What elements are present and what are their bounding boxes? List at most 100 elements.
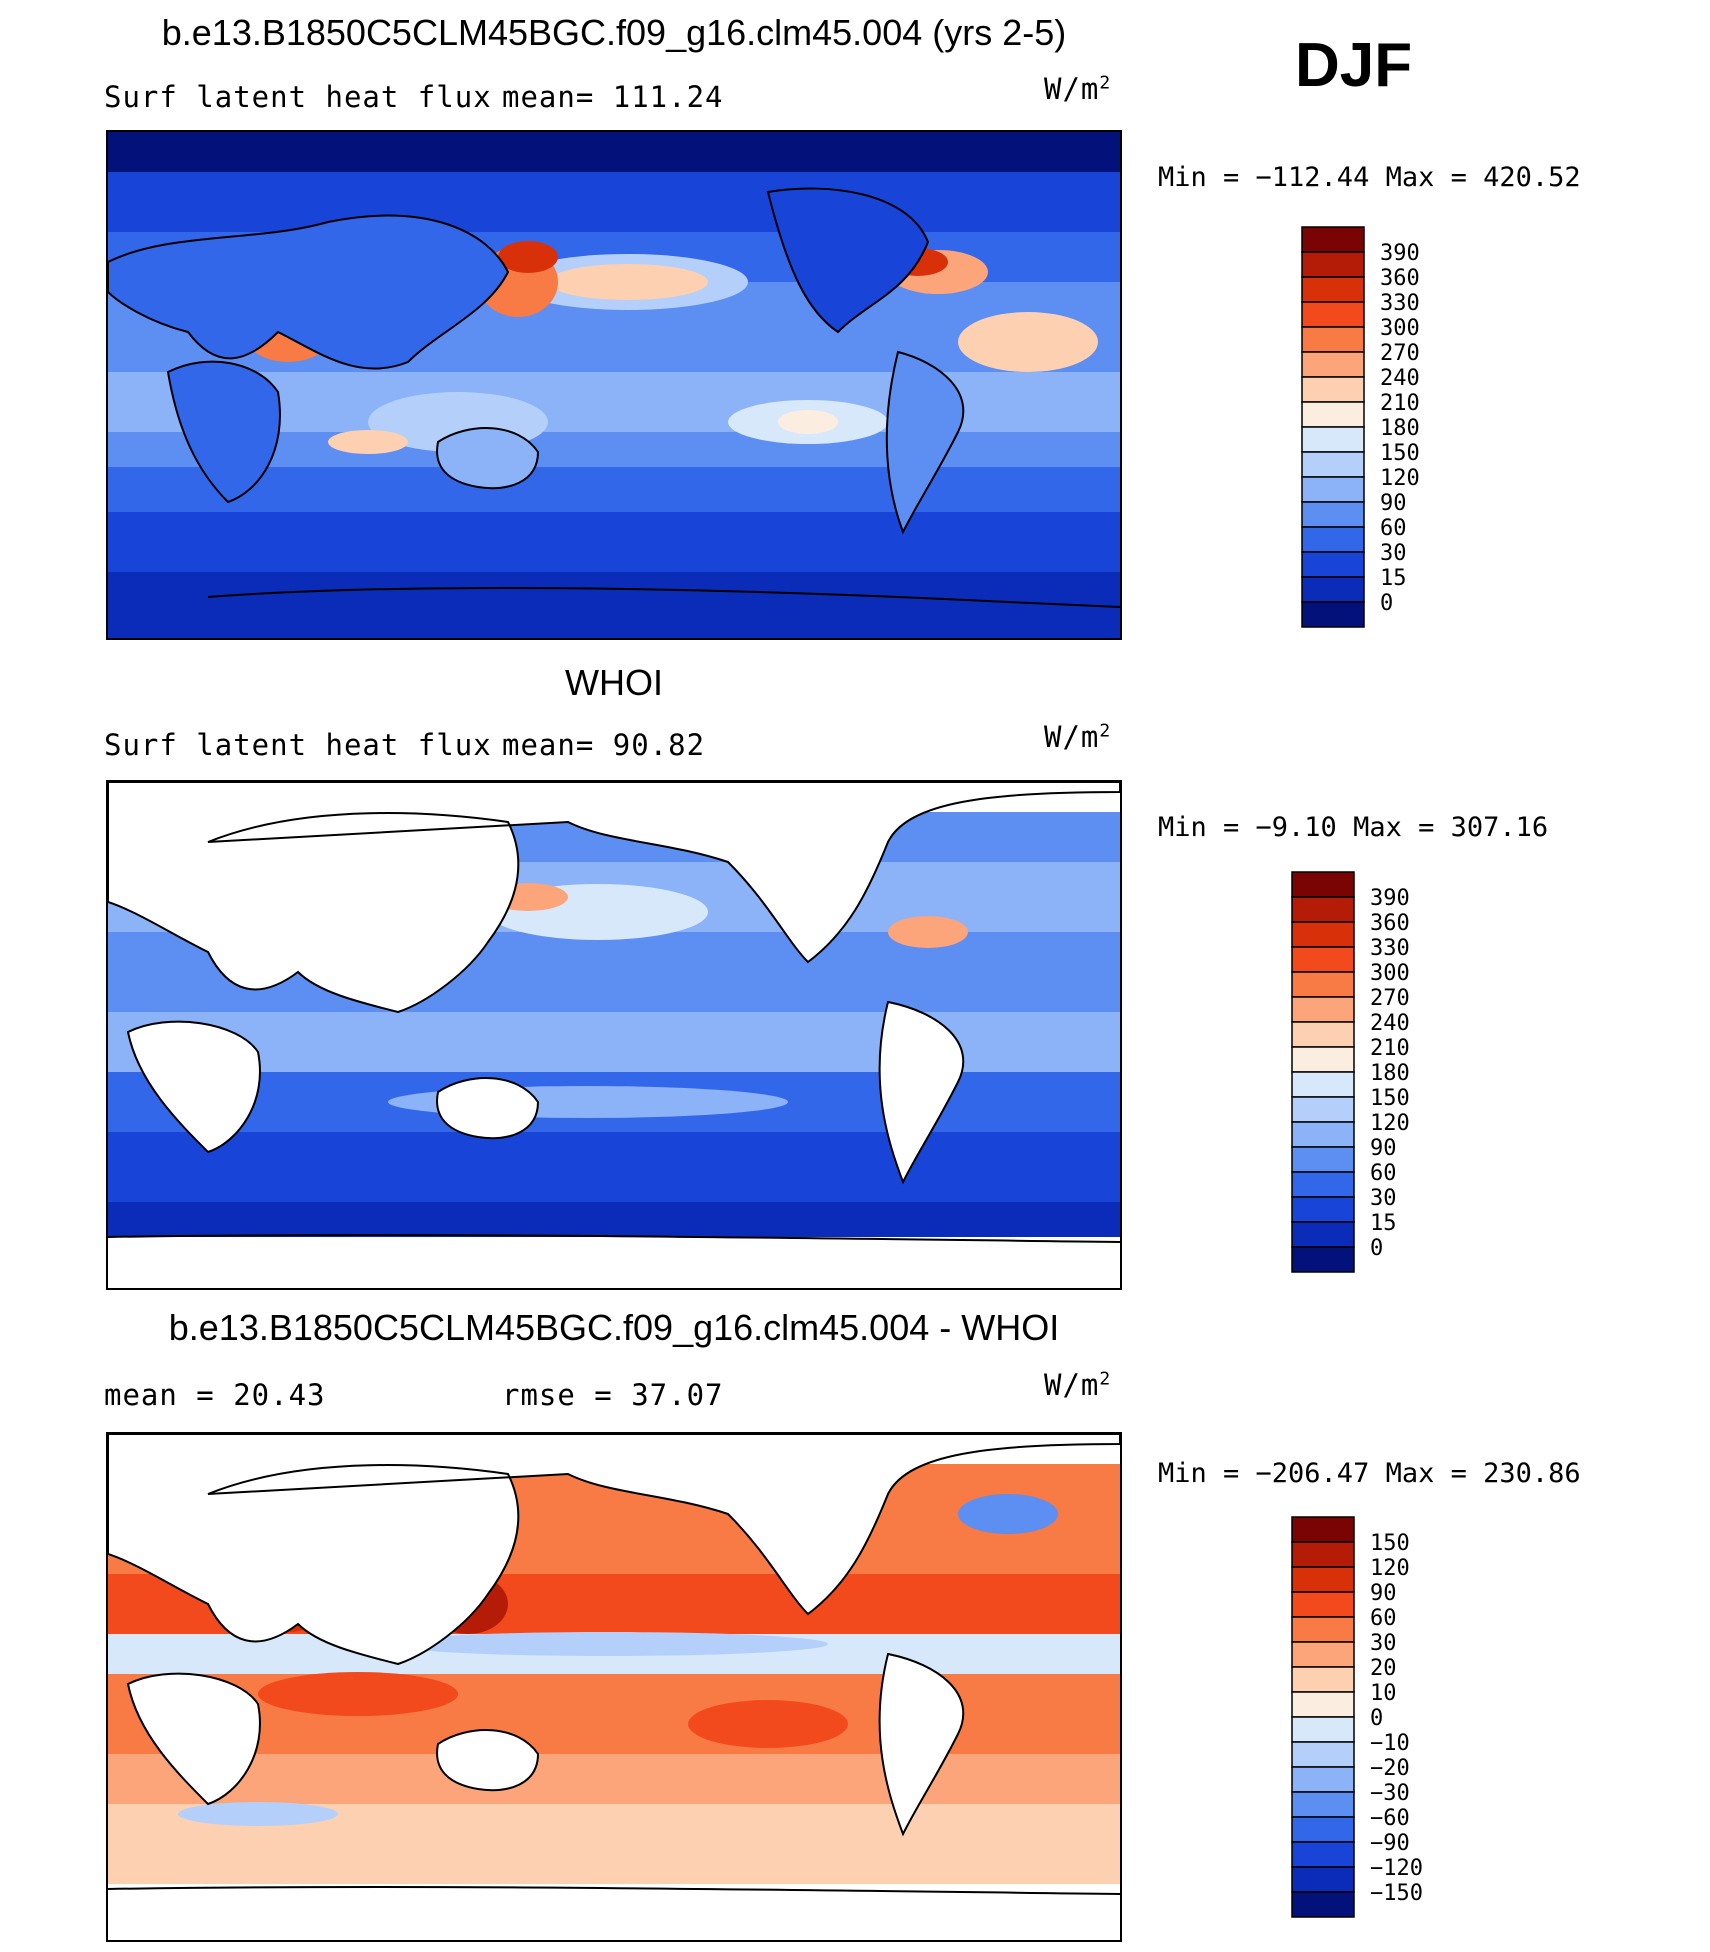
colorbar-tick-label: 180: [1380, 416, 1420, 441]
colorbar-swatch: [1301, 451, 1365, 478]
colorbar-swatch: [1291, 896, 1355, 923]
colorbar-swatch: [1301, 601, 1365, 628]
colorbar-tick-label: −60: [1370, 1806, 1410, 1831]
colorbar-swatch: [1301, 526, 1365, 553]
colorbar-tick-label: 20: [1370, 1656, 1397, 1681]
colorbar-tick-label: 210: [1370, 1036, 1410, 1061]
colorbar-swatch: [1291, 1146, 1355, 1173]
colorbar-swatch: [1291, 1816, 1355, 1843]
colorbar-tick-label: 120: [1380, 466, 1420, 491]
rmse-label-diff: rmse = 37.07: [502, 1378, 724, 1412]
colorbar-tick-label: 360: [1380, 266, 1420, 291]
colorbar-tick-label: 10: [1370, 1681, 1397, 1706]
colorbar-tick-label: 270: [1380, 341, 1420, 366]
colorbar-tick-label: 150: [1370, 1086, 1410, 1111]
colorbar-swatch: [1301, 251, 1365, 278]
colorbar-swatch: [1301, 326, 1365, 353]
colorbar-swatch: [1291, 1096, 1355, 1123]
colorbar-tick-label: 360: [1370, 911, 1410, 936]
colorbar-tick-label: −90: [1370, 1831, 1410, 1856]
colorbar-tick-label: 180: [1370, 1061, 1410, 1086]
colorbar-swatch: [1291, 1541, 1355, 1568]
colorbar-tick-label: −20: [1370, 1756, 1410, 1781]
colorbar-tick-label: 0: [1380, 591, 1393, 616]
colorbar-tick-label: 15: [1380, 566, 1407, 591]
colorbar-tick-label: 240: [1380, 366, 1420, 391]
colorbar-tick-label: −10: [1370, 1731, 1410, 1756]
colorbar-swatch: [1291, 1891, 1355, 1918]
colorbar-tick-label: 90: [1370, 1136, 1397, 1161]
colorbar-swatch: [1291, 1766, 1355, 1793]
colorbar-tick-label: 60: [1370, 1606, 1397, 1631]
colorbar-tick-label: 120: [1370, 1111, 1410, 1136]
minmax-model: Min = −112.44 Max = 420.52: [1158, 162, 1581, 193]
colorbar-swatch: [1301, 401, 1365, 428]
colorbar-swatch: [1291, 1866, 1355, 1893]
colorbar-swatch: [1291, 1021, 1355, 1048]
colorbar-swatch: [1301, 276, 1365, 303]
panel-title-obs: WHOI: [565, 662, 663, 703]
colorbar-swatch: [1301, 426, 1365, 453]
colorbar-tick-label: −150: [1370, 1881, 1423, 1906]
map-obs: [106, 780, 1122, 1290]
colorbar-swatch: [1291, 1616, 1355, 1643]
colorbar-tick-label: 15: [1370, 1211, 1397, 1236]
colorbar-swatch: [1291, 1841, 1355, 1868]
colorbar-tick-label: 0: [1370, 1706, 1383, 1731]
panel-title-diff: b.e13.B1850C5CLM45BGC.f09_g16.clm45.004 …: [168, 1307, 1060, 1348]
colorbar-tick-label: 390: [1380, 241, 1420, 266]
colorbar-swatch: [1291, 921, 1355, 948]
colorbar-swatch: [1291, 1046, 1355, 1073]
colorbar-tick-label: 300: [1380, 316, 1420, 341]
colorbar-swatch: [1301, 501, 1365, 528]
colorbar-swatch: [1301, 551, 1365, 578]
colorbar-tick-label: 150: [1380, 441, 1420, 466]
colorbar-swatch: [1291, 871, 1355, 898]
colorbar-swatch: [1291, 1516, 1355, 1543]
colorbar-swatch: [1291, 971, 1355, 998]
colorbar-tick-label: −30: [1370, 1781, 1410, 1806]
colorbar-tick-label: 0: [1370, 1236, 1383, 1261]
colorbar-tick-label: 120: [1370, 1556, 1410, 1581]
colorbar-swatch: [1301, 476, 1365, 503]
colorbar-tick-label: 210: [1380, 391, 1420, 416]
colorbar-tick-label: 330: [1370, 936, 1410, 961]
colorbar-tick-label: 60: [1380, 516, 1407, 541]
colorbar-tick-label: −120: [1370, 1856, 1423, 1881]
colorbar-swatch: [1291, 1196, 1355, 1223]
colorbar-swatch: [1301, 301, 1365, 328]
colorbar-swatch: [1301, 351, 1365, 378]
map-diff: [106, 1432, 1122, 1942]
mean-label-model: mean= 111.24: [502, 80, 724, 114]
colorbar-swatch: [1291, 1591, 1355, 1618]
colorbar-tick-label: 330: [1380, 291, 1420, 316]
map-model: [106, 130, 1122, 640]
colorbar-swatch: [1291, 1691, 1355, 1718]
variable-label-obs: Surf latent heat flux: [104, 728, 492, 762]
colorbar-swatch: [1301, 576, 1365, 603]
colorbar-tick-label: 240: [1370, 1011, 1410, 1036]
colorbar-tick-label: 390: [1370, 886, 1410, 911]
colorbar-swatch: [1291, 1221, 1355, 1248]
colorbar-swatch: [1291, 1641, 1355, 1668]
colorbar-swatch: [1291, 1741, 1355, 1768]
variable-label-model: Surf latent heat flux: [104, 80, 492, 114]
units-label-diff: W/m2: [1044, 1368, 1112, 1402]
units-label-obs: W/m2: [1044, 720, 1112, 754]
colorbar-swatch: [1291, 1121, 1355, 1148]
colorbar-swatch: [1291, 1246, 1355, 1273]
colorbar-swatch: [1291, 996, 1355, 1023]
colorbar-swatch: [1301, 376, 1365, 403]
colorbar-swatch: [1291, 1171, 1355, 1198]
colorbar-swatch: [1291, 1791, 1355, 1818]
colorbar-tick-label: 60: [1370, 1161, 1397, 1186]
season-label: DJF: [1295, 31, 1413, 100]
panel-title-model: b.e13.B1850C5CLM45BGC.f09_g16.clm45.004 …: [161, 12, 1067, 53]
colorbar-swatch: [1291, 1716, 1355, 1743]
colorbar-tick-label: 270: [1370, 986, 1410, 1011]
mean-label-diff: mean = 20.43: [104, 1378, 326, 1412]
colorbar-tick-label: 30: [1370, 1186, 1397, 1211]
